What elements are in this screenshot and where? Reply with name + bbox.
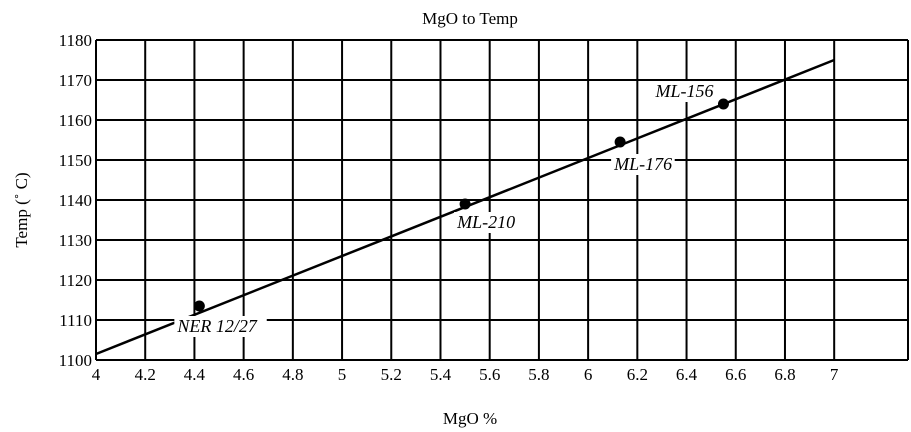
x-tick-label: 7 [830,365,839,384]
y-tick-label: 1130 [59,231,92,250]
x-tick-label: 4 [92,365,101,384]
point-label-background [652,81,717,102]
point-label: NER 12/27 [176,316,257,336]
x-tick-label: 5 [338,365,347,384]
chart-title: MgO to Temp [422,9,518,28]
x-tick-label: 6.8 [774,365,795,384]
x-tick-label: 6 [584,365,593,384]
x-tick-label: 5.2 [381,365,402,384]
y-tick-label: 1100 [59,351,92,370]
x-tick-label: 4.4 [184,365,206,384]
data-point [459,198,471,210]
y-axis-label: Temp (˚ C) [12,172,31,247]
grid [95,39,909,361]
point-label-background [454,212,518,233]
point-label: ML-210 [456,212,515,232]
x-tick-label: 4.8 [282,365,303,384]
x-tick-label: 4.6 [233,365,254,384]
x-tick-label: 4.2 [135,365,156,384]
point-label: ML-176 [613,154,672,174]
x-tick-label: 6.6 [725,365,746,384]
data-point [193,300,205,312]
x-tick-label: 5.4 [430,365,452,384]
x-tick-label: 5.8 [528,365,549,384]
x-tick-label: 6.2 [627,365,648,384]
data-point [717,98,729,110]
x-axis-ticks: 4 4.2 4.4 4.6 4.8 5 5.2 5.4 5.6 5.8 6 6.2 6.4 6.6 6.8 7 [92,365,839,384]
point-label: ML-156 [654,81,713,101]
y-tick-label: 1110 [59,311,92,330]
point-label-background [174,316,267,337]
x-axis-label: MgO % [443,409,497,428]
y-tick-label: 1170 [59,71,92,90]
data-points: NER 12/27 ML-210 ML-176 ML-156 [174,81,729,337]
y-tick-label: 1140 [59,191,92,210]
y-tick-label: 1150 [59,151,92,170]
x-tick-label: 5.6 [479,365,500,384]
point-label-background [611,154,675,175]
data-point [614,136,626,148]
y-tick-label: 1160 [59,111,92,130]
y-axis-ticks: 1100 1110 1120 1130 1140 1150 1160 1170 1180 [59,31,92,370]
y-tick-label: 1180 [59,31,92,50]
x-tick-label: 6.4 [676,365,698,384]
y-tick-label: 1120 [59,271,92,290]
